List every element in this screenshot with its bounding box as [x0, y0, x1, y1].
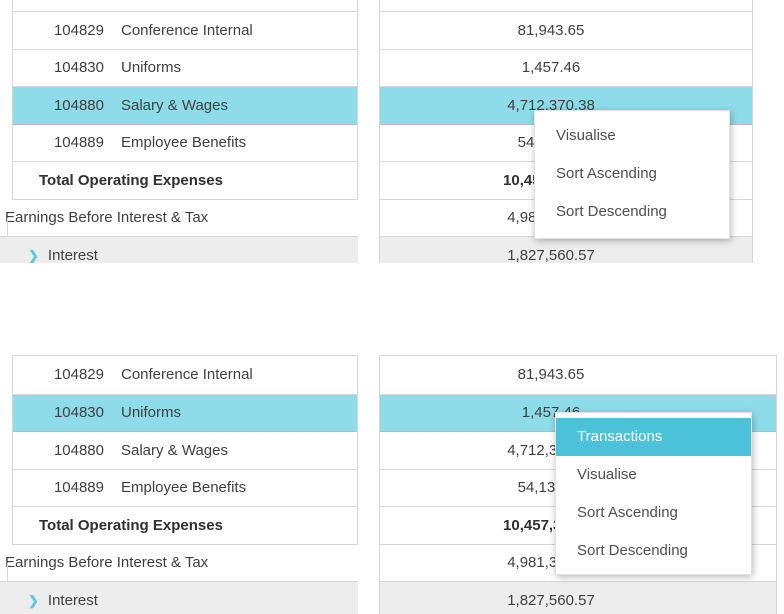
ebit-label: Earnings Before Interest & Tax	[5, 554, 209, 572]
interest-value-row[interactable]: 1,827,560.57	[380, 581, 776, 614]
ebit-row[interactable]: Earnings Before Interest & Tax	[0, 544, 358, 582]
value-cell: 1,457.46	[521, 59, 581, 77]
interest-label: Interest	[47, 592, 98, 610]
account-code: 104889	[53, 134, 104, 152]
value-cell: 4,712,370.38	[507, 96, 595, 114]
menu-item-sort-descending[interactable]: Sort Descending	[556, 203, 667, 220]
value-cell: 81,943.65	[517, 21, 585, 39]
total-label: Total Operating Expenses	[39, 516, 223, 534]
account-code: 104880	[53, 441, 104, 459]
account-name: Conference Internal	[121, 21, 253, 39]
total-row[interactable]: Total Operating Expenses	[13, 506, 357, 544]
account-row[interactable]: 104880 Salary & Wages	[13, 431, 357, 469]
menu-item-visualise[interactable]: Visualise	[556, 127, 616, 144]
interest-label: Interest	[47, 247, 98, 263]
account-row[interactable]: 104830 Uniforms	[13, 48, 357, 86]
account-row[interactable]: 104889 Employee Benefits	[13, 123, 357, 161]
chevron-right-icon[interactable]: ❯	[28, 593, 39, 609]
account-code: 104880	[53, 96, 104, 114]
account-group-box: 104829 Conference Internal 104830 Unifor…	[12, 355, 358, 545]
account-row[interactable]: 104889 Employee Benefits	[13, 468, 357, 506]
chevron-right-icon[interactable]: ❯	[28, 248, 39, 263]
menu-item-sort-descending[interactable]: Sort Descending	[577, 542, 688, 559]
account-code: 104830	[53, 59, 104, 77]
context-menu: Transactions Visualise Sort Ascending So…	[555, 412, 752, 575]
menu-item-sort-ascending[interactable]: Sort Ascending	[577, 504, 678, 521]
top-accounts-pane: 104829 Conference Internal 104830 Unifor…	[0, 0, 358, 263]
value-row[interactable]: 81,943.65	[380, 356, 776, 394]
partial-row	[13, 0, 357, 11]
total-row[interactable]: Total Operating Expenses	[13, 161, 357, 199]
value-cell: 81,943.65	[517, 366, 585, 384]
menu-item-transactions[interactable]: Transactions	[556, 418, 751, 456]
interest-group-row[interactable]: ❯ Interest	[0, 237, 358, 263]
value-cell: 1,827,560.57	[507, 246, 595, 263]
total-label: Total Operating Expenses	[39, 171, 223, 189]
account-row[interactable]: 104829 Conference Internal	[13, 11, 357, 49]
account-row[interactable]: 104829 Conference Internal	[13, 356, 357, 394]
interest-group-row[interactable]: ❯ Interest	[0, 582, 358, 614]
menu-item-visualise[interactable]: Visualise	[577, 466, 637, 483]
partial-row	[380, 0, 752, 11]
account-name: Employee Benefits	[121, 134, 247, 152]
bottom-accounts-pane: 104829 Conference Internal 104830 Unifor…	[0, 355, 358, 614]
indent-guide-line	[7, 217, 8, 236]
account-name: Uniforms	[121, 59, 182, 77]
account-name: Employee Benefits	[121, 479, 247, 497]
account-name: Uniforms	[121, 404, 182, 422]
account-group-box: 104829 Conference Internal 104830 Unifor…	[12, 0, 358, 200]
value-cell: 1,827,560.57	[507, 591, 595, 609]
indent-guide-line	[7, 562, 8, 581]
account-code: 104889	[53, 479, 104, 497]
account-name: Conference Internal	[121, 366, 253, 384]
account-name: Salary & Wages	[121, 96, 228, 114]
account-code: 104829	[53, 366, 104, 384]
account-code: 104829	[53, 21, 104, 39]
account-name: Salary & Wages	[121, 441, 228, 459]
account-row-selected[interactable]: 104830 Uniforms	[13, 393, 357, 431]
ebit-row[interactable]: Earnings Before Interest & Tax	[0, 199, 358, 237]
menu-item-sort-ascending[interactable]: Sort Ascending	[556, 165, 657, 182]
context-menu: Visualise Sort Ascending Sort Descending	[534, 110, 730, 239]
ebit-label: Earnings Before Interest & Tax	[5, 209, 209, 227]
interest-value-row[interactable]: 1,827,560.57	[380, 236, 752, 263]
account-code: 104830	[53, 404, 104, 422]
value-row[interactable]: 1,457.46	[380, 48, 752, 86]
account-row-selected[interactable]: 104880 Salary & Wages	[13, 86, 357, 124]
value-row[interactable]: 81,943.65	[380, 11, 752, 49]
